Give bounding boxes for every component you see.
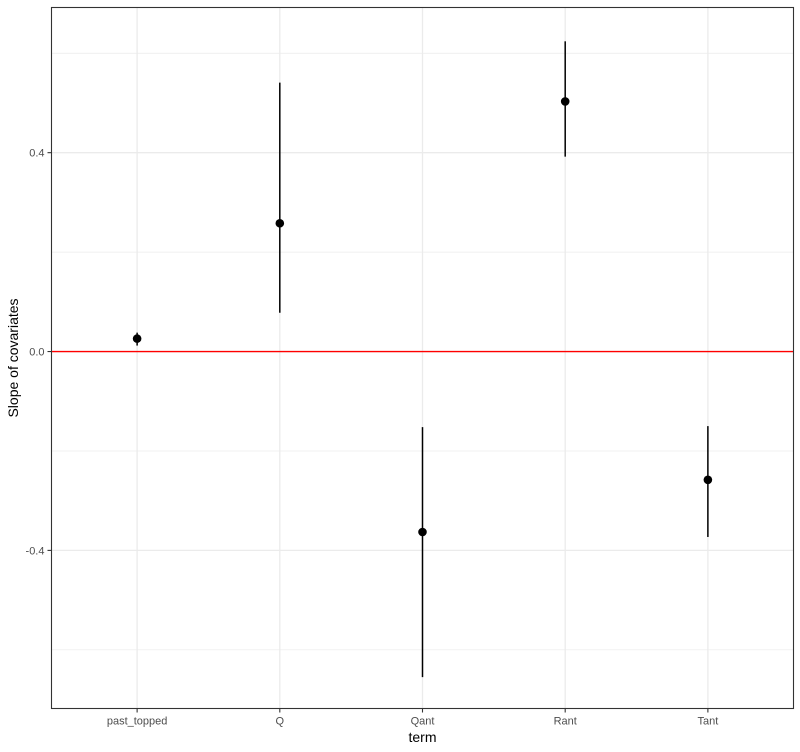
point-past_topped [132, 334, 142, 343]
x-tick-label: Q [276, 716, 285, 728]
y-tick-label: 0.4 [29, 148, 44, 160]
point-Qant [418, 527, 427, 537]
x-tick-label: past_topped [107, 716, 168, 728]
point-Rant [560, 97, 570, 106]
x-axis: past_topped Q Qant Rant Tant [107, 708, 718, 728]
point-Q [275, 218, 285, 228]
y-tick-label: -0.4 [26, 545, 45, 557]
point-ranges [132, 41, 713, 678]
y-axis: -0.4 0.0 0.4 [26, 148, 52, 557]
x-tick-label: Tant [697, 716, 718, 728]
y-tick-label: 0.0 [29, 347, 44, 359]
x-tick-label: Rant [554, 716, 577, 728]
point-Tant [703, 475, 713, 485]
y-axis-title: Slope of covariates [5, 298, 21, 417]
x-axis-title: term [409, 729, 437, 745]
x-tick-label: Qant [411, 716, 435, 728]
